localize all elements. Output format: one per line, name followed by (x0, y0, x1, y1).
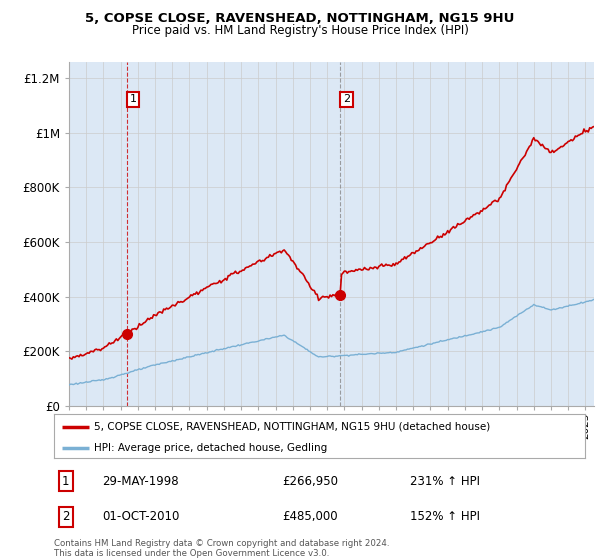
Text: Price paid vs. HM Land Registry's House Price Index (HPI): Price paid vs. HM Land Registry's House … (131, 24, 469, 37)
Text: £485,000: £485,000 (283, 510, 338, 524)
Text: 2: 2 (343, 95, 350, 104)
Text: £266,950: £266,950 (283, 474, 338, 488)
Text: 29-MAY-1998: 29-MAY-1998 (102, 474, 178, 488)
Text: 152% ↑ HPI: 152% ↑ HPI (410, 510, 480, 524)
Text: 2: 2 (62, 510, 70, 524)
Text: Contains HM Land Registry data © Crown copyright and database right 2024.
This d: Contains HM Land Registry data © Crown c… (54, 539, 389, 558)
Text: 1: 1 (130, 95, 137, 104)
Text: 1: 1 (62, 474, 70, 488)
Text: 5, COPSE CLOSE, RAVENSHEAD, NOTTINGHAM, NG15 9HU (detached house): 5, COPSE CLOSE, RAVENSHEAD, NOTTINGHAM, … (94, 422, 490, 432)
Text: 01-OCT-2010: 01-OCT-2010 (102, 510, 179, 524)
Text: 231% ↑ HPI: 231% ↑ HPI (410, 474, 480, 488)
Text: HPI: Average price, detached house, Gedling: HPI: Average price, detached house, Gedl… (94, 444, 327, 454)
Text: 5, COPSE CLOSE, RAVENSHEAD, NOTTINGHAM, NG15 9HU: 5, COPSE CLOSE, RAVENSHEAD, NOTTINGHAM, … (85, 12, 515, 25)
